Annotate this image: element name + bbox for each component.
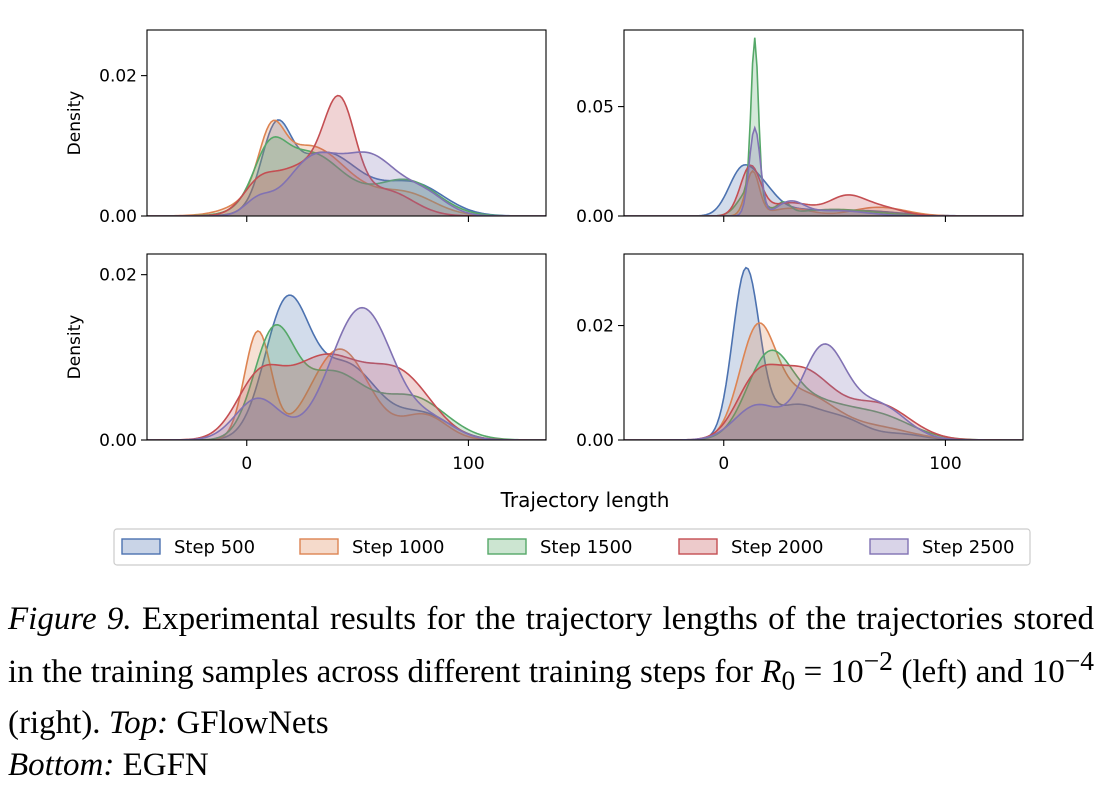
- legend-swatch: [678, 538, 718, 555]
- density-fill-step-1000: [624, 322, 1023, 440]
- legend-frame: [113, 528, 1031, 566]
- density-line-step-2500: [147, 306, 546, 440]
- panel-bottom-right: 0.00 0.02 0 100: [576, 253, 1024, 474]
- density-fill-step-500: [624, 164, 1023, 216]
- x-axis-label: Trajectory length: [500, 488, 670, 512]
- legend-label: Step 1000: [352, 537, 445, 558]
- caption-power-base-left: 10: [830, 654, 864, 690]
- x-tick-label: 0: [241, 454, 252, 474]
- density-line-step-1500: [147, 324, 546, 440]
- y-tick-label: 0.00: [99, 207, 137, 227]
- density-fill-step-1500: [147, 324, 546, 440]
- axes-frame: [146, 29, 547, 217]
- density-fill-step-1500: [624, 37, 1023, 216]
- density-fill-step-1500: [624, 350, 1023, 440]
- caption-math-subscript: 0: [781, 664, 796, 696]
- y-tick-label: 0.05: [576, 98, 614, 118]
- density-fill-step-2500: [624, 343, 1023, 440]
- density-fill-step-1000: [147, 120, 546, 216]
- y-axis-label: Density: [65, 315, 85, 380]
- caption-exponent-left: −2: [863, 645, 893, 676]
- caption-bottom-text: EGFN: [122, 746, 209, 783]
- axes-frame: [623, 29, 1024, 217]
- legend-item-step-2500: Step 2500: [869, 537, 1015, 558]
- density-line-step-2500: [624, 125, 1023, 216]
- density-line-step-1500: [624, 37, 1023, 216]
- y-tick-label: 0.00: [99, 431, 137, 451]
- legend: Step 500 Step 1000 Step 1500 Step 2000 Step …: [113, 528, 1031, 566]
- figure-caption: Figure 9. Experimental results for the t…: [8, 598, 1094, 786]
- y-tick-label: 0.00: [576, 207, 614, 227]
- density-fill-step-2000: [147, 95, 546, 216]
- axes-frame: [146, 253, 547, 441]
- figure-canvas: 0.00 0.02 Density 0.00 0.05 0.00 0.02 0 100 Densi…: [65, 29, 1031, 566]
- x-tick-label: 100: [452, 454, 484, 474]
- x-tick-label: 100: [929, 454, 961, 474]
- density-fill-step-1500: [147, 136, 546, 216]
- legend-swatch: [299, 538, 339, 555]
- y-tick-label: 0.00: [576, 431, 614, 451]
- y-tick-label: 0.02: [576, 317, 614, 337]
- axes-frame: [623, 253, 1024, 441]
- y-axis-label: Density: [65, 91, 85, 156]
- caption-exponent-right: −4: [1064, 645, 1095, 676]
- plot-area: [624, 266, 1023, 440]
- caption-math-equals: =: [803, 654, 823, 690]
- caption-top-text: GFlowNets: [176, 704, 329, 741]
- caption-end: (right).: [8, 704, 101, 741]
- density-panels: 0.00 0.02 Density 0.00 0.05 0.00 0.02 0 100 Densi…: [65, 29, 1024, 474]
- caption-math-symbol: R: [761, 654, 782, 690]
- density-fill-step-500: [147, 295, 546, 440]
- y-tick-label: 0.02: [99, 67, 137, 87]
- x-tick-label: 0: [718, 454, 729, 474]
- legend-item-step-500: Step 500: [121, 537, 255, 558]
- legend-item-step-1500: Step 1500: [487, 537, 633, 558]
- panel-top-right: 0.00 0.05: [576, 29, 1024, 227]
- panel-bottom-left: 0.00 0.02 0 100 Density: [65, 253, 547, 474]
- plot-area: [147, 294, 546, 440]
- density-fill-step-1000: [147, 330, 546, 440]
- panel-top-left: 0.00 0.02 Density: [65, 29, 547, 227]
- legend-item-step-1000: Step 1000: [299, 537, 445, 558]
- caption-top-label: Top:: [108, 704, 169, 741]
- legend-swatch: [121, 538, 161, 555]
- legend-label: Step 500: [174, 537, 255, 558]
- plot-area: [624, 37, 1023, 216]
- caption-mid: (left) and: [901, 654, 1024, 690]
- density-fill-step-2000: [624, 364, 1023, 440]
- legend-label: Step 2000: [731, 537, 824, 558]
- caption-power-base-right: 10: [1031, 654, 1065, 690]
- plot-area: [147, 94, 546, 216]
- legend-label: Step 1500: [540, 537, 633, 558]
- caption-label: Figure 9.: [8, 601, 132, 637]
- legend-label: Step 2500: [922, 537, 1015, 558]
- y-tick-label: 0.02: [99, 266, 137, 286]
- legend-swatch: [487, 538, 527, 555]
- legend-item-step-2000: Step 2000: [678, 537, 824, 558]
- density-fill-step-2000: [624, 165, 1023, 216]
- caption-body: Experimental results for the trajectory …: [8, 601, 1095, 690]
- legend-swatch: [869, 538, 909, 555]
- caption-bottom-label: Bottom:: [8, 746, 115, 783]
- density-fill-step-2500: [147, 152, 546, 216]
- density-fill-step-2500: [147, 307, 546, 440]
